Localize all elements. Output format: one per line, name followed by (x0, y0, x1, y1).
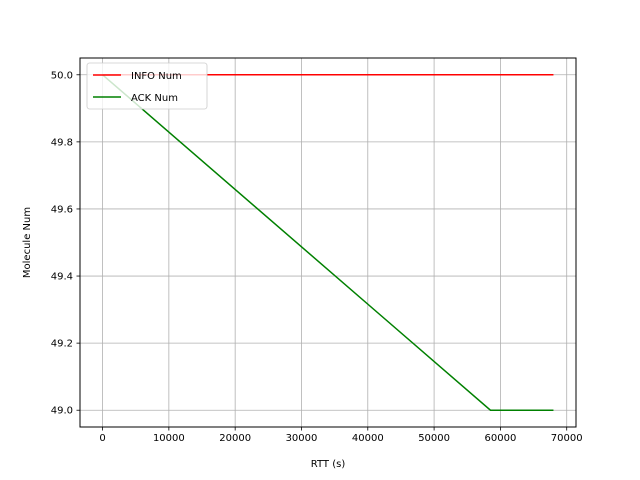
x-tick-label: 60000 (485, 433, 517, 444)
x-tick-label: 70000 (551, 433, 583, 444)
series-line-ack-num (102, 74, 554, 411)
y-tick-label: 49.4 (51, 272, 73, 283)
y-tick-label: 49.6 (51, 204, 73, 215)
x-tick-label: 30000 (286, 433, 318, 444)
y-axis-label: Molecule Num (22, 207, 33, 278)
x-axis-label: RTT (s) (311, 459, 346, 470)
y-tick-label: 49.0 (51, 406, 73, 417)
legend-label-ack-num: ACK Num (131, 93, 178, 104)
legend: INFO Num ACK Num (86, 62, 208, 110)
ticks: 0 10000 20000 30000 40000 50000 60000 70000 49.0… (51, 70, 583, 444)
x-tick-label: 40000 (352, 433, 384, 444)
x-tick-label: 0 (99, 433, 105, 444)
y-tick-label: 49.2 (51, 339, 73, 350)
plot-frame (79, 57, 577, 428)
x-tick-label: 10000 (153, 433, 185, 444)
y-tick-label: 50.0 (51, 70, 73, 81)
plot-area (80, 58, 576, 427)
x-tick-label: 50000 (418, 433, 450, 444)
x-tick-label: 20000 (219, 433, 251, 444)
legend-label-info-num: INFO Num (131, 71, 182, 82)
y-tick-label: 49.8 (51, 137, 73, 148)
